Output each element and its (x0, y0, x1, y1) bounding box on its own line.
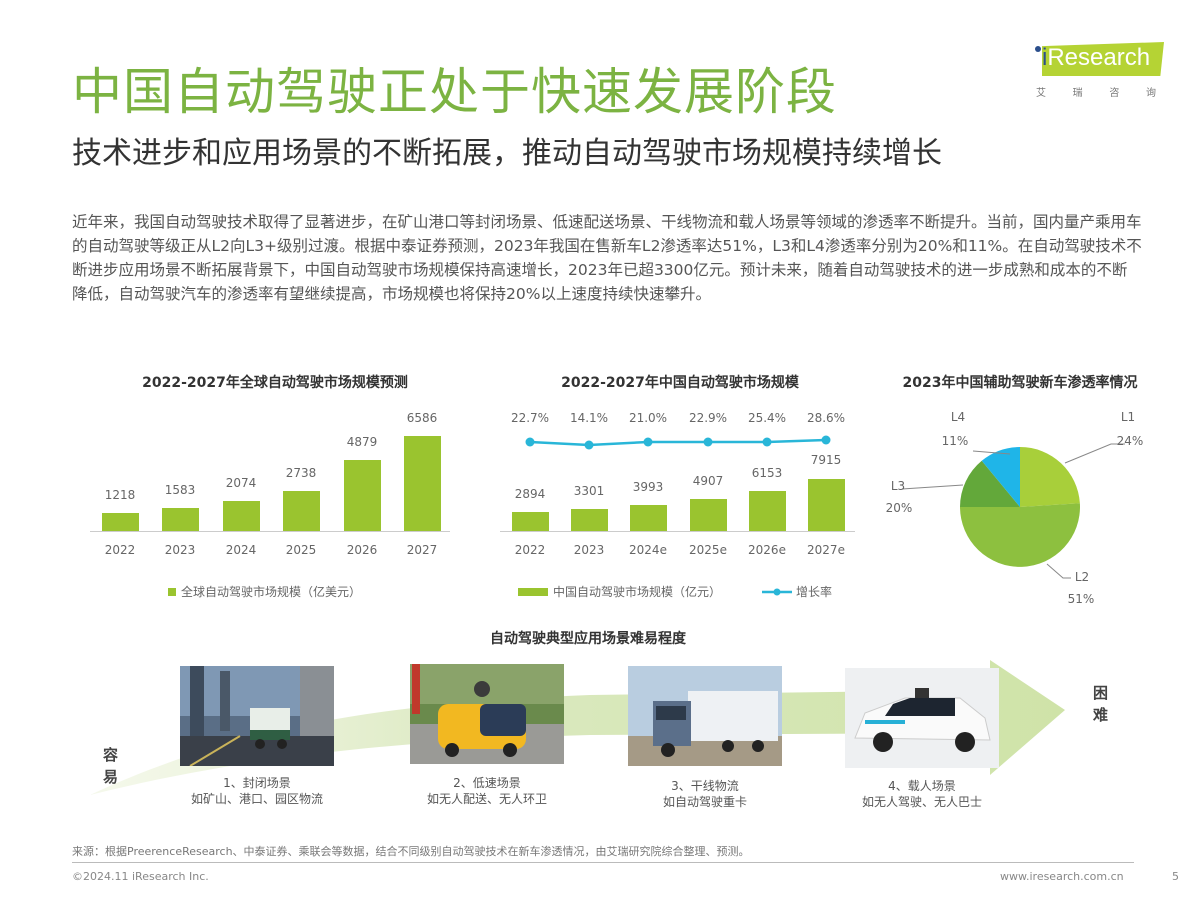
pie-label-l1: L1 (1120, 410, 1136, 424)
legend-swatch (168, 587, 176, 596)
bar-2026e (749, 491, 786, 531)
bar-2027 (404, 436, 441, 531)
pie-pct-l4: 11% (941, 434, 969, 448)
logo-band (1042, 42, 1164, 76)
scenario-caption-2: 2、低速场景 如无人配送、无人环卫 (426, 776, 547, 806)
x-tick: 2024 (225, 543, 257, 557)
bar-2023 (571, 509, 608, 531)
x-tick: 2026 (346, 543, 378, 557)
leader-lines (901, 443, 1125, 579)
x-axis (90, 531, 450, 532)
value-label: 3993 (632, 480, 664, 494)
bar-2025e (690, 499, 727, 531)
page-subtitle: 技术进步和应用场景的不断拓展，推动自动驾驶市场规模持续增长 (72, 136, 942, 171)
x-tick: 2022 (104, 543, 136, 557)
intro-paragraph: 近年来，我国自动驾驶技术取得了显著进步，在矿山港口等封闭场景、低速配送场景、干线… (72, 213, 1142, 303)
rate-label: 21.0% (628, 411, 668, 425)
pie-pct-l1: 24% (1116, 434, 1144, 448)
x-tick: 2027e (807, 543, 845, 557)
chart-title: 2022-2027年全球自动驾驶市场规模预测 (142, 375, 408, 391)
bar-2025 (283, 491, 320, 531)
legend-line-icon (762, 588, 792, 595)
pie-pct-l3: 20% (885, 501, 913, 515)
pie-label-l4: L4 (950, 410, 966, 424)
value-label: 4879 (346, 435, 378, 449)
global-market-chart: 2022-2027年全球自动驾驶市场规模预测 1218 1583 2074 27… (90, 368, 460, 608)
rate-label: 28.6% (806, 411, 846, 425)
x-axis (500, 531, 855, 532)
scenario-caption-3: 3、干线物流 如自动驾驶重卡 (662, 779, 747, 809)
legend-swatch (518, 587, 548, 596)
value-label: 6586 (406, 411, 438, 425)
page-title: 中国自动驾驶正处于快速发展阶段 (72, 63, 837, 121)
bar-2024e (630, 505, 667, 531)
pie (960, 447, 1080, 567)
chart-title: 2023年中国辅助驾驶新车渗透率情况 (902, 375, 1138, 391)
bar-2027e (808, 479, 845, 531)
website-link[interactable]: www.iresearch.com.cn (1000, 870, 1124, 883)
x-tick: 2025 (285, 543, 317, 557)
rate-label: 14.1% (569, 411, 609, 425)
footer-divider (72, 862, 1134, 863)
value-label: 4907 (692, 474, 724, 488)
x-tick: 2026e (748, 543, 786, 557)
logo-text: iResearch (1042, 44, 1151, 71)
iresearch-logo: iResearch 艾 瑞 咨 询 (1032, 40, 1167, 102)
value-label: 1583 (164, 483, 196, 497)
rate-label: 22.9% (688, 411, 728, 425)
chart-legend-line: 增长率 (762, 583, 832, 600)
bar-2023 (162, 508, 199, 531)
rate-label: 25.4% (747, 411, 787, 425)
value-label: 2738 (285, 466, 317, 480)
rate-label: 22.7% (510, 411, 550, 425)
growth-rate-line (525, 435, 831, 450)
bar-2026 (344, 460, 381, 531)
scenario-image-port-autonomous-truck (180, 666, 334, 766)
x-tick: 2023 (573, 543, 605, 557)
bar-2024 (223, 501, 260, 531)
value-label: 1218 (104, 488, 136, 502)
x-tick: 2025e (689, 543, 727, 557)
value-label: 2074 (225, 476, 257, 490)
x-tick: 2024e (629, 543, 667, 557)
x-tick: 2027 (406, 543, 438, 557)
bar-2022 (512, 512, 549, 531)
chart-legend-bar: 中国自动驾驶市场规模（亿元） (518, 583, 721, 600)
scenario-caption-1: 1、封闭场景 如矿山、港口、园区物流 (190, 776, 323, 806)
x-tick: 2023 (164, 543, 196, 557)
pie-pct-l2: 51% (1067, 592, 1095, 606)
page-number: 5 (1172, 870, 1179, 883)
scenario-section-title: 自动驾驶典型应用场景难易程度 (490, 631, 686, 647)
scenario-image-semi-truck (628, 666, 782, 766)
pie-label-l3: L3 (890, 479, 906, 493)
value-label: 3301 (573, 484, 605, 498)
source-note: 来源：根据PreerenceResearch、中泰证券、乘联会等数据，结合不同级… (72, 845, 750, 858)
scenario-caption-4: 4、载人场景 如无人驾驶、无人巴士 (861, 779, 982, 809)
chart-legend: 全球自动驾驶市场规模（亿美元） (168, 583, 361, 600)
hard-label: 困难 (1093, 684, 1109, 724)
x-tick: 2022 (514, 543, 546, 557)
value-label: 7915 (810, 453, 842, 467)
chart-title: 2022-2027年中国自动驾驶市场规模 (561, 375, 799, 391)
logo-dot-icon (1035, 46, 1041, 52)
value-label: 2894 (514, 487, 546, 501)
bar-2022 (102, 513, 139, 531)
penetration-pie-chart: 2023年中国辅助驾驶新车渗透率情况 L4 11% L1 24% L3 20% … (875, 368, 1175, 618)
logo-chinese: 艾 瑞 咨 询 (1036, 88, 1156, 99)
scenario-image-yellow-delivery-vehicle (410, 664, 564, 764)
easy-label: 容易 (103, 746, 119, 786)
china-market-chart: 2022-2027年中国自动驾驶市场规模 22.7% 14.1% 21.0% 2… (500, 368, 860, 608)
value-label: 6153 (751, 466, 783, 480)
scenario-image-robotaxi-suv (845, 668, 999, 768)
copyright: ©2024.11 iResearch Inc. (72, 870, 209, 883)
pie-label-l2: L2 (1074, 570, 1090, 584)
difficulty-arrow (90, 660, 1065, 795)
